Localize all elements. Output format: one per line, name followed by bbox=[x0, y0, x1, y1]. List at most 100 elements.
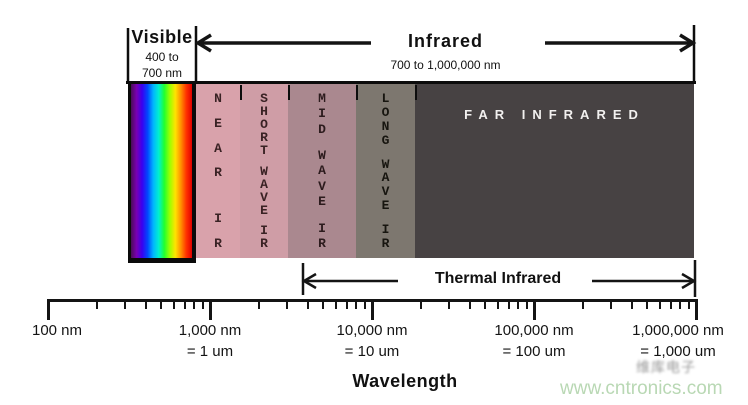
band-letter: L bbox=[381, 91, 390, 106]
minor-tick bbox=[679, 299, 682, 309]
band-letter: W bbox=[381, 156, 390, 172]
minor-tick bbox=[363, 299, 366, 309]
minor-tick bbox=[345, 299, 348, 309]
infrared-arrowhead-left-icon bbox=[194, 33, 212, 53]
band-letter: A bbox=[214, 140, 222, 156]
band-letter: I bbox=[318, 220, 326, 236]
band-letter: N bbox=[214, 91, 222, 106]
minor-tick bbox=[95, 299, 98, 309]
minor-tick bbox=[286, 299, 289, 309]
axis-label-nm: 1,000 nm bbox=[178, 322, 242, 339]
band-letter: T bbox=[260, 143, 268, 158]
axis-label-um: = 1 um bbox=[186, 343, 234, 360]
axis-label-1000nm: 1,000 nm = 1 um bbox=[179, 320, 242, 362]
minor-tick bbox=[646, 299, 649, 309]
band-letter: W bbox=[260, 163, 268, 179]
band-letter: D bbox=[318, 121, 326, 137]
axis-label-nm: 100,000 nm bbox=[494, 322, 574, 339]
chinese-watermark: 维库电子 bbox=[636, 359, 696, 375]
band-separator bbox=[415, 85, 417, 100]
band-letter: I bbox=[260, 223, 268, 238]
minor-tick bbox=[160, 299, 163, 309]
minor-tick bbox=[610, 299, 613, 309]
visible-region-title: Visible 400 to 700 nm bbox=[128, 27, 196, 80]
site-watermark: www.cntronics.com bbox=[560, 378, 723, 399]
band-letter: R bbox=[260, 236, 268, 251]
axis-label-100000nm: 100,000 nm = 100 um bbox=[494, 320, 573, 362]
band-letter: R bbox=[260, 130, 268, 145]
band-far-infrared: FAR INFRARED bbox=[415, 84, 694, 258]
visible-range-line1: 400 to bbox=[145, 50, 179, 64]
minor-tick bbox=[468, 299, 471, 309]
minor-tick bbox=[669, 299, 672, 309]
visible-spectrum-band bbox=[128, 84, 196, 263]
visible-range-line2: 700 nm bbox=[141, 66, 183, 80]
axis-label-1000000nm: 1,000,000 nm = 1,000 um bbox=[632, 320, 724, 362]
band-letter: R bbox=[318, 235, 326, 251]
minor-tick bbox=[124, 299, 127, 309]
band-letter: I bbox=[214, 211, 222, 227]
axis-label-um: = 10 um bbox=[344, 343, 400, 360]
minor-tick bbox=[525, 299, 528, 309]
band-letter: R bbox=[214, 235, 222, 251]
band-letter: E bbox=[260, 202, 268, 218]
minor-tick bbox=[144, 299, 147, 309]
axis-label-nm: 1,000,000 nm bbox=[632, 322, 724, 339]
minor-tick bbox=[659, 299, 662, 309]
band-separator bbox=[356, 85, 358, 100]
minor-tick bbox=[507, 299, 510, 309]
band-letter: N bbox=[381, 118, 390, 134]
axis-label-10000nm: 10,000 nm = 10 um bbox=[337, 320, 408, 362]
minor-tick bbox=[448, 299, 451, 309]
band-letter: V bbox=[318, 178, 326, 194]
minor-tick bbox=[183, 299, 186, 309]
axis-title: Wavelength bbox=[352, 371, 458, 391]
minor-tick bbox=[355, 299, 358, 309]
minor-tick bbox=[306, 299, 309, 309]
band-letter: W bbox=[318, 148, 326, 164]
minor-tick bbox=[687, 299, 690, 309]
major-tick bbox=[208, 299, 212, 320]
bands-top-border bbox=[126, 81, 696, 84]
axis-label-um: = 100 um bbox=[502, 343, 566, 360]
band-letter: E bbox=[318, 194, 326, 210]
minor-tick bbox=[335, 299, 338, 309]
infrared-label: Infrared bbox=[407, 31, 484, 51]
thermal-arrowhead-right-icon bbox=[681, 272, 697, 290]
band-letter: G bbox=[381, 132, 390, 148]
minor-tick bbox=[173, 299, 176, 309]
infrared-range: 700 to 1,000,000 nm bbox=[390, 58, 501, 72]
band-letter: E bbox=[214, 115, 222, 131]
minor-tick bbox=[257, 299, 260, 309]
minor-tick bbox=[322, 299, 325, 309]
minor-tick bbox=[497, 299, 500, 309]
major-tick bbox=[370, 299, 374, 320]
band-letter: A bbox=[381, 170, 390, 186]
minor-tick bbox=[201, 299, 204, 309]
band-separator bbox=[288, 85, 290, 100]
band-letter: H bbox=[260, 104, 268, 119]
minor-tick bbox=[484, 299, 487, 309]
infrared-region-title: Infrared 700 to 1,000,000 nm bbox=[196, 31, 695, 72]
band-letter: R bbox=[214, 165, 222, 181]
band-letter: O bbox=[381, 104, 390, 120]
thermal-infrared-label: Thermal Infrared bbox=[434, 270, 562, 287]
band-separator bbox=[240, 85, 242, 100]
band-letter: I bbox=[381, 222, 390, 238]
axis-label-100nm: 100 nm bbox=[32, 320, 82, 341]
band-letter: V bbox=[260, 189, 268, 205]
infrared-arrowhead-right-icon bbox=[679, 33, 697, 53]
minor-tick bbox=[419, 299, 422, 309]
axis-label-um: = 1,000 um bbox=[640, 343, 716, 360]
thermal-arrowhead-left-icon bbox=[301, 272, 317, 290]
band-letter: E bbox=[381, 198, 390, 214]
band-letter: R bbox=[381, 235, 390, 251]
